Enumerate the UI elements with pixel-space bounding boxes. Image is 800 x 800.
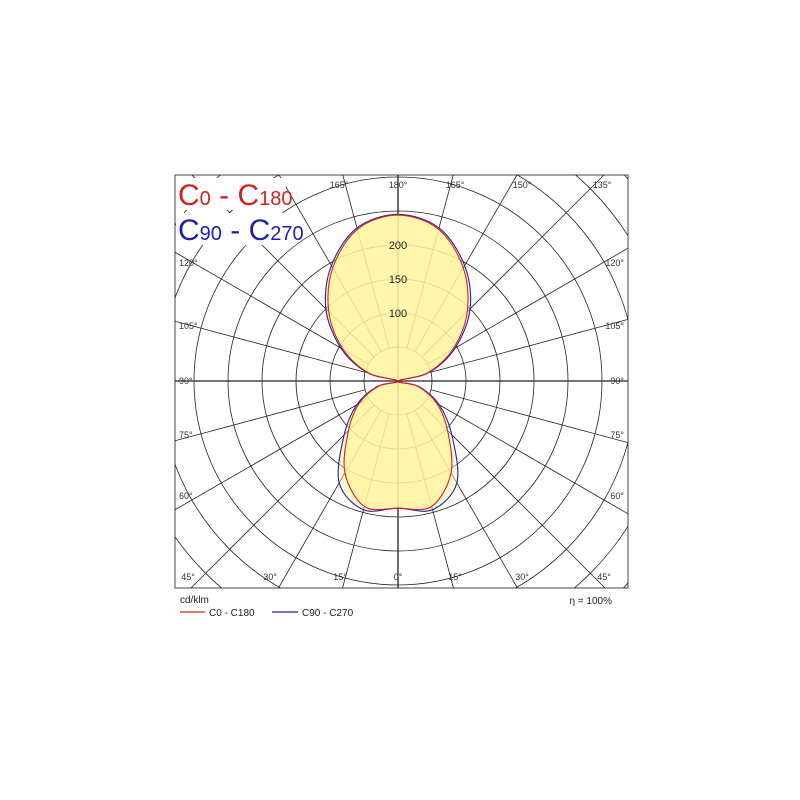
series-fill-0	[327, 215, 469, 510]
series-fill-1	[325, 214, 471, 512]
angle-label-top: 180°	[389, 180, 408, 190]
legend-label-c90: C90 - C270	[302, 608, 354, 619]
angle-label-right: 90°	[610, 376, 624, 386]
series-line-0	[327, 214, 469, 511]
angle-label-left: 90°	[179, 376, 193, 386]
angle-label-left: 60°	[179, 491, 193, 501]
radial-ticks: 100 150 200	[389, 240, 407, 320]
angle-label-left: 75°	[179, 430, 193, 440]
big-legend-entry: C90 - C270	[178, 214, 304, 247]
grid-spoke	[427, 247, 628, 365]
grid-spoke	[175, 251, 369, 365]
angle-label-bottom: 45°	[597, 572, 611, 582]
angle-label-left: 120°	[179, 258, 198, 268]
curves	[324, 213, 472, 512]
radial-tick-label: 150	[389, 274, 407, 286]
angle-label-bottom: 45°	[181, 572, 195, 582]
grid-spoke	[175, 397, 369, 511]
angle-label-right: 75°	[610, 430, 624, 440]
angle-label-left: 105°	[179, 321, 198, 331]
angle-label-bottom: 15°	[448, 572, 462, 582]
unit-label: cd/klm	[180, 595, 209, 606]
grid-spoke	[430, 318, 628, 373]
angle-label-top: 150°	[513, 180, 532, 190]
lobe-fills	[325, 214, 471, 512]
series-line-1	[324, 213, 472, 512]
angle-labels: 165° 180° 165° 150° 135° 120° 105° 90° 75° 60° 120…	[179, 180, 624, 582]
big-legend-bg	[176, 213, 296, 245]
angle-label-bottom: 0°	[394, 572, 403, 582]
grid-spoke	[175, 389, 366, 442]
legend-label-c0: C0 - C180	[209, 608, 255, 619]
grid-spoke	[427, 397, 628, 515]
angle-label-top: 135°	[593, 180, 612, 190]
big-legend-bg	[176, 178, 286, 210]
angle-label-right: 120°	[605, 258, 624, 268]
angle-label-right: 60°	[610, 491, 624, 501]
grid-spoke	[175, 320, 366, 373]
angle-label-bottom: 30°	[515, 572, 529, 582]
efficiency-label: η = 100%	[569, 596, 612, 607]
angle-label-bottom: 15°	[333, 572, 347, 582]
radial-tick-label: 200	[389, 240, 407, 252]
big-legend-entry: C0 - C180	[178, 179, 293, 212]
angle-label-top: 165°	[330, 180, 349, 190]
radial-tick-label: 100	[389, 308, 407, 320]
angle-label-bottom: 30°	[263, 572, 277, 582]
angle-label-top: 165°	[446, 180, 465, 190]
grid-spoke	[430, 389, 628, 444]
angle-label-right: 105°	[605, 321, 624, 331]
